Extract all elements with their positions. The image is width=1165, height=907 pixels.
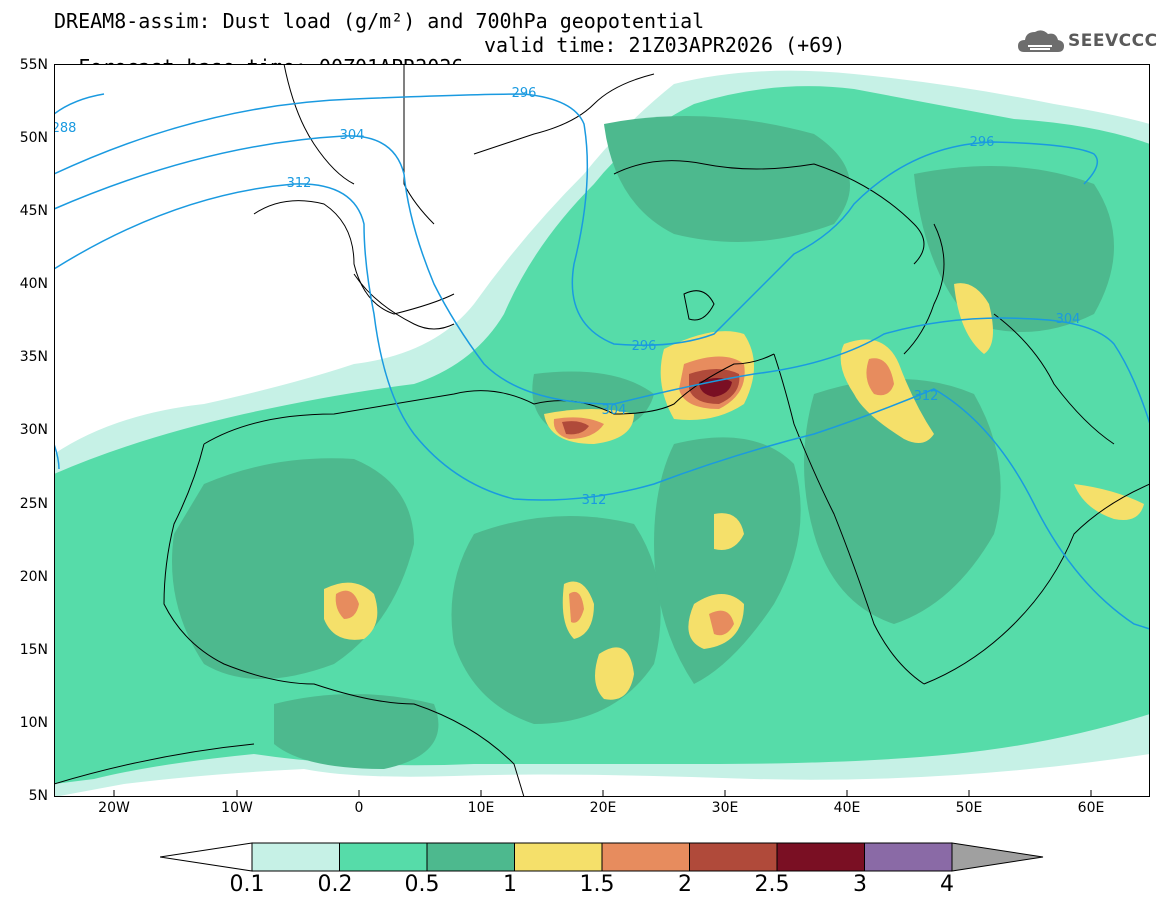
lat-label: 55N [19, 57, 48, 73]
axis-ticks [113, 790, 1092, 797]
lat-label: 40N [19, 276, 48, 292]
colorbar-label: 0.2 [317, 872, 353, 897]
colorbar-segment [864, 842, 953, 872]
lat-label: 25N [19, 496, 48, 512]
lon-label: 40E [833, 800, 861, 816]
contour-label: 312 [582, 493, 607, 508]
logo-text: SEEVCCC [1068, 31, 1158, 51]
lat-label: 50N [19, 130, 48, 146]
lat-label: 10N [19, 715, 48, 731]
colorbar-label: 3 [853, 872, 867, 897]
lat-label: 15N [19, 642, 48, 658]
lon-label: 60E [1077, 800, 1105, 816]
lon-label: 50E [955, 800, 983, 816]
lat-label: 5N [28, 788, 48, 804]
lon-label: 10E [467, 800, 495, 816]
contour-label: 288 [54, 121, 76, 136]
colorbar-label: 1.5 [579, 872, 615, 897]
colorbar-label: 0.5 [404, 872, 440, 897]
colorbar-segment [514, 842, 603, 872]
colorbar-segment [251, 842, 340, 872]
lon-label: 20W [98, 800, 130, 816]
contour-label: 312 [287, 176, 312, 191]
contour-label: 312 [914, 389, 939, 404]
contour-labels: 288 296 304 312 296 304 312 296 304 312 [54, 86, 1080, 508]
cloud-icon [1018, 30, 1064, 52]
lon-label: 10W [221, 800, 253, 816]
lat-label: 35N [19, 349, 48, 365]
lon-label: 20E [589, 800, 617, 816]
dust-map: 288 296 304 312 296 304 312 296 304 312 [54, 64, 1150, 797]
colorbar-label: 4 [940, 872, 954, 897]
dust-field-mid [172, 116, 1114, 769]
colorbar-label: 2 [678, 872, 692, 897]
colorbar-arrow-high [951, 842, 1044, 872]
contour-label: 304 [602, 403, 627, 418]
colorbar-label: 0.1 [229, 872, 265, 897]
colorbar-segment [689, 842, 778, 872]
contour-label: 304 [1056, 312, 1081, 327]
geopotential-contours [54, 93, 1150, 630]
colorbar-arrow-low [160, 842, 253, 872]
colorbar-segment [426, 842, 515, 872]
contour-label: 296 [512, 86, 537, 101]
lat-label: 30N [19, 422, 48, 438]
lat-label: 45N [19, 203, 48, 219]
colorbar [160, 842, 1044, 872]
lat-label: 20N [19, 569, 48, 585]
lon-label: 0 [354, 800, 364, 816]
contour-label: 296 [970, 135, 995, 150]
colorbar-segment [776, 842, 865, 872]
coastlines [54, 64, 1150, 797]
colorbar-label: 1 [503, 872, 517, 897]
seevccc-logo: SEEVCCC [1016, 24, 1157, 58]
colorbar-segment [601, 842, 690, 872]
contour-label: 296 [632, 339, 657, 354]
colorbar-segment [339, 842, 428, 872]
contour-label: 304 [340, 128, 365, 143]
colorbar-label: 2.5 [754, 872, 790, 897]
map-title: DREAM8-assim: Dust load (g/m²) and 700hP… [54, 9, 705, 33]
lon-label: 30E [711, 800, 739, 816]
valid-time: valid time: 21Z03APR2026 (+69) [484, 33, 846, 57]
